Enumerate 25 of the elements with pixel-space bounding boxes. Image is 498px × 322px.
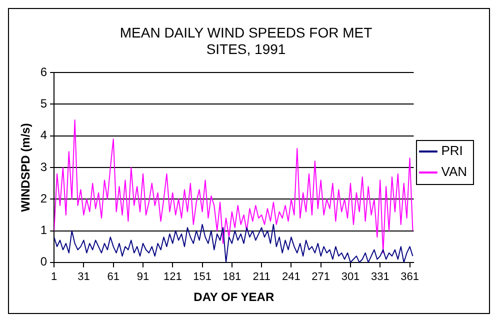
x-tick-label: 241 bbox=[282, 271, 300, 284]
x-tick-label: 151 bbox=[193, 271, 212, 284]
y-tick-label: 5 bbox=[40, 96, 48, 111]
x-tick-label: 331 bbox=[370, 271, 390, 284]
y-tick-label: 3 bbox=[40, 160, 48, 174]
legend-label: VAN bbox=[441, 164, 467, 180]
x-tick-label: 361 bbox=[400, 271, 419, 284]
x-tick-label: 91 bbox=[136, 271, 150, 284]
chart-title: MEAN DAILY WIND SPEEDS FOR MET SITES, 1991 bbox=[120, 24, 373, 58]
y-tick-label: 4 bbox=[40, 128, 48, 142]
y-tick-label: 6 bbox=[40, 64, 48, 79]
legend-label: PRI bbox=[441, 143, 463, 158]
y-tick-label: 1 bbox=[40, 223, 48, 238]
x-tick-label: 271 bbox=[312, 271, 330, 284]
x-tick-label: 211 bbox=[252, 271, 270, 284]
x-tick-label: 1 bbox=[51, 271, 58, 284]
x-tick-label: 181 bbox=[222, 271, 242, 284]
x-tick-label: 61 bbox=[107, 271, 120, 284]
y-tick-label: 2 bbox=[40, 191, 48, 206]
x-tick-label: 31 bbox=[78, 271, 90, 284]
y-tick-label: 0 bbox=[40, 254, 48, 269]
x-tick-label: 301 bbox=[341, 271, 360, 284]
y-axis-title: WINDSPD (m/s) bbox=[18, 123, 33, 212]
x-axis-title: DAY OF YEAR bbox=[194, 290, 274, 304]
x-tick-label: 121 bbox=[163, 271, 182, 284]
